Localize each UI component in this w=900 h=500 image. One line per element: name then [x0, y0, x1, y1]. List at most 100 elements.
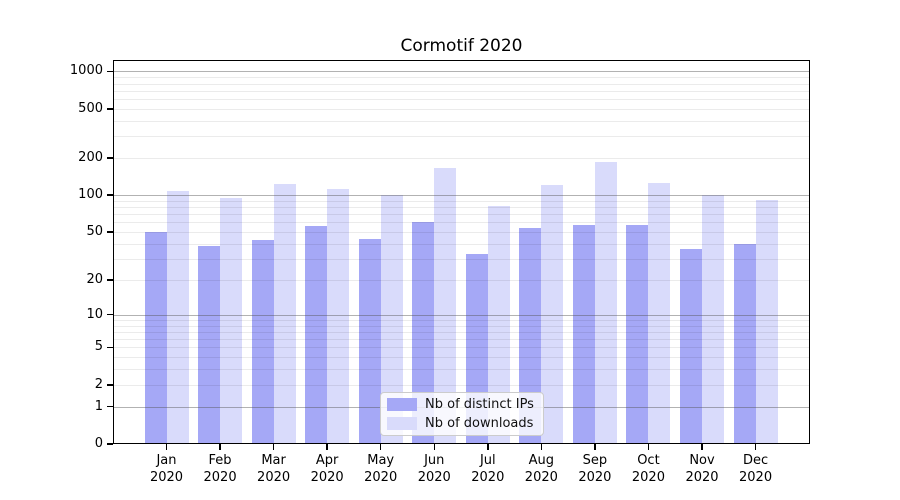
minor-gridline-800: [114, 83, 809, 85]
bar-nb-of-distinct-ips-aug-2020: [519, 227, 542, 444]
legend-item-distinct-ips: Nb of distinct IPs: [387, 398, 537, 411]
bar-nb-of-distinct-ips-sep-2020: [572, 225, 595, 444]
x-tick-label-apr-2020: Apr 2020: [310, 453, 344, 485]
x-tick-feb-2020: [219, 444, 221, 450]
gridline-200: [114, 158, 809, 160]
minor-gridline-40: [114, 243, 809, 245]
y-tick-label-200: 200: [78, 150, 103, 166]
minor-gridline-600: [114, 99, 809, 100]
gridline-500: [114, 108, 809, 110]
bar-nb-of-distinct-ips-nov-2020: [680, 249, 702, 444]
bar-nb-of-downloads-nov-2020: [702, 194, 724, 444]
minor-gridline-60: [114, 222, 809, 224]
x-tick-label-mar-2020: Mar 2020: [257, 453, 291, 485]
gridline-5: [114, 347, 809, 349]
minor-gridline-3: [114, 369, 809, 371]
y-tick-20: [107, 279, 113, 281]
y-tick-label-2: 2: [94, 376, 103, 392]
bar-nb-of-distinct-ips-jun-2020: [412, 222, 435, 444]
x-tick-jul-2020: [487, 444, 489, 450]
minor-gridline-6: [114, 339, 809, 341]
bar-nb-of-downloads-dec-2020: [755, 199, 778, 444]
bar-nb-of-distinct-ips-may-2020: [358, 238, 381, 444]
x-tick-label-nov-2020: Nov 2020: [685, 453, 719, 485]
x-tick-label-jun-2020: Jun 2020: [417, 453, 451, 485]
bar-nb-of-distinct-ips-dec-2020: [733, 243, 756, 444]
y-tick-5: [107, 346, 113, 349]
x-tick-jan-2020: [165, 444, 168, 450]
gridline-50: [114, 232, 809, 233]
x-tick-sep-2020: [594, 444, 596, 450]
x-tick-label-jul-2020: Jul 2020: [471, 453, 505, 485]
minor-gridline-700: [114, 90, 809, 92]
y-tick-2: [107, 384, 113, 386]
y-tick-label-50: 50: [86, 224, 103, 239]
bar-nb-of-downloads-aug-2020: [541, 184, 564, 444]
chart-title: Cormotif 2020: [400, 36, 523, 56]
bar-nb-of-downloads-apr-2020: [327, 188, 350, 444]
bar-nb-of-distinct-ips-mar-2020: [251, 239, 274, 444]
x-tick-oct-2020: [647, 444, 650, 450]
y-tick-label-500: 500: [78, 100, 103, 116]
y-tick-label-1000: 1000: [69, 63, 103, 79]
minor-gridline-900: [114, 77, 809, 79]
legend-label-distinct-ips: Nb of distinct IPs: [425, 397, 534, 412]
x-tick-mar-2020: [272, 444, 275, 450]
bar-nb-of-downloads-jan-2020: [166, 191, 189, 444]
x-tick-label-dec-2020: Dec 2020: [739, 453, 773, 485]
x-tick-label-oct-2020: Oct 2020: [631, 453, 665, 485]
minor-gridline-30: [114, 258, 809, 260]
gridline-1000: [114, 71, 809, 73]
bar-nb-of-distinct-ips-feb-2020: [198, 246, 221, 444]
y-tick-500: [107, 108, 113, 110]
y-tick-label-1: 1: [94, 398, 103, 414]
minor-gridline-4: [114, 357, 809, 359]
x-tick-label-may-2020: May 2020: [364, 453, 398, 485]
bar-nb-of-downloads-jul-2020: [487, 205, 510, 444]
y-tick-label-5: 5: [94, 339, 103, 355]
x-tick-nov-2020: [701, 444, 703, 450]
bar-nb-of-downloads-feb-2020: [220, 198, 243, 444]
y-tick-label-100: 100: [78, 187, 103, 203]
bar-nb-of-downloads-oct-2020: [648, 183, 671, 444]
minor-gridline-300: [114, 136, 809, 138]
bar-nb-of-distinct-ips-oct-2020: [626, 225, 649, 444]
x-tick-aug-2020: [540, 444, 543, 450]
x-tick-label-jan-2020: Jan 2020: [149, 453, 184, 485]
x-tick-apr-2020: [326, 444, 328, 450]
legend-label-downloads: Nb of downloads: [425, 416, 534, 431]
y-tick-label-10: 10: [86, 306, 103, 322]
y-tick-1: [107, 405, 113, 408]
y-tick-50: [107, 231, 113, 233]
minor-gridline-7: [114, 331, 809, 333]
gridline-2: [114, 384, 809, 386]
bar-nb-of-downloads-mar-2020: [273, 183, 296, 444]
x-tick-may-2020: [379, 444, 382, 450]
x-tick-label-aug-2020: Aug 2020: [524, 453, 558, 485]
minor-gridline-9: [114, 319, 809, 321]
y-tick-label-20: 20: [86, 271, 103, 287]
gridline-10: [114, 314, 809, 316]
minor-gridline-70: [114, 214, 809, 216]
x-tick-dec-2020: [754, 444, 757, 450]
minor-gridline-400: [114, 120, 809, 122]
gridline-100: [114, 195, 809, 197]
y-tick-0: [107, 443, 113, 445]
gridline-20: [114, 279, 809, 281]
bar-nb-of-downloads-jun-2020: [434, 168, 457, 444]
bar-nb-of-downloads-may-2020: [380, 195, 403, 444]
legend: Nb of distinct IPs Nb of downloads: [380, 392, 544, 436]
x-tick-label-sep-2020: Sep 2020: [578, 453, 612, 485]
y-tick-200: [107, 157, 113, 159]
minor-gridline-80: [114, 207, 809, 209]
legend-swatch-downloads-icon: [387, 417, 417, 430]
y-tick-1000: [107, 70, 113, 73]
minor-gridline-8: [114, 325, 809, 327]
legend-swatch-distinct-ips-icon: [387, 398, 417, 411]
minor-gridline-90: [114, 200, 809, 202]
legend-item-downloads: Nb of downloads: [387, 417, 537, 430]
y-tick-label-0: 0: [94, 436, 103, 451]
bar-nb-of-distinct-ips-jan-2020: [144, 232, 167, 444]
x-tick-jun-2020: [433, 444, 435, 450]
